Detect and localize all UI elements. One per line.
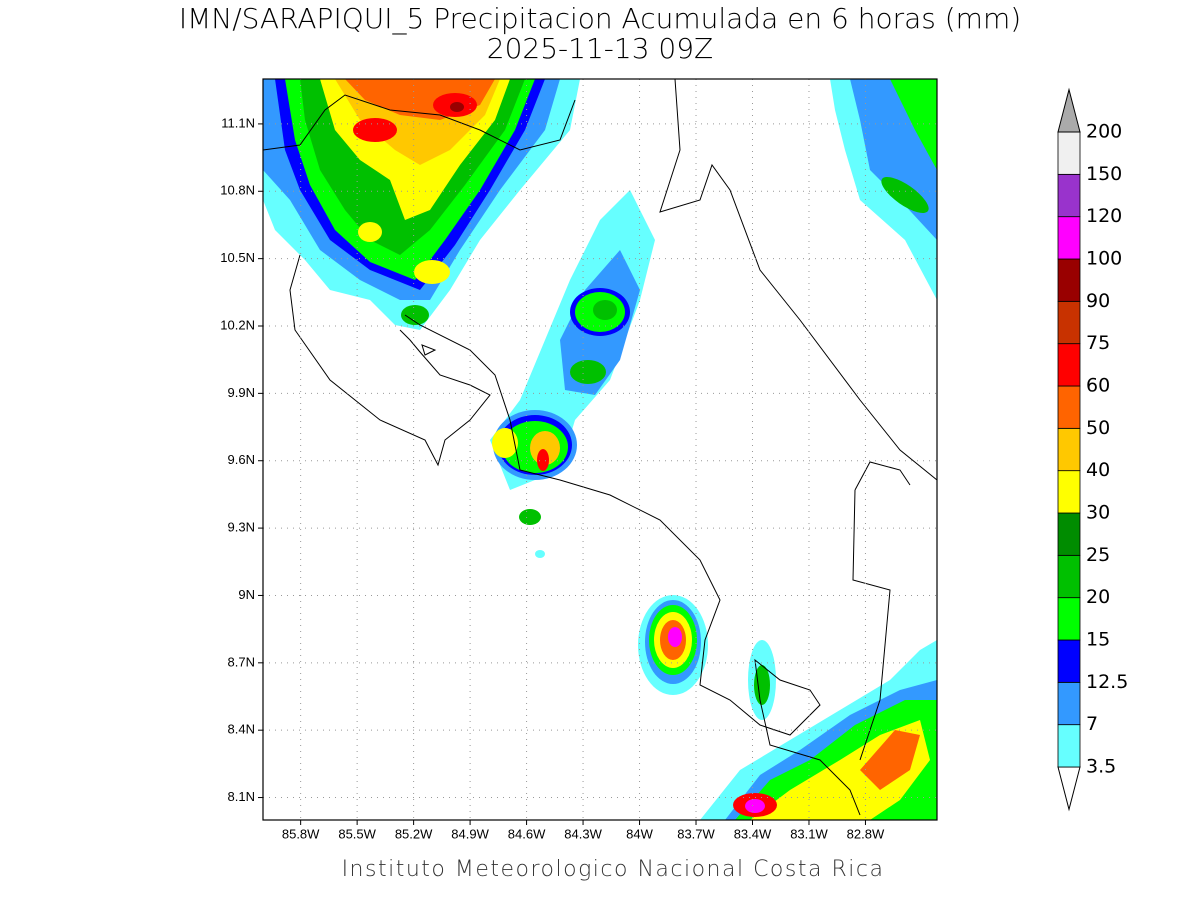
x-tick-label: 84.3W (564, 826, 602, 841)
colorbar-label: 30 (1086, 502, 1110, 524)
y-tick-label: 8.1N (228, 789, 255, 804)
footer: Instituto Meteorologico Nacional Costa R… (342, 857, 885, 882)
y-tick-label: 10.8N (220, 183, 255, 198)
colorbar-label: 40 (1086, 459, 1110, 481)
colorbar-band (1057, 258, 1081, 302)
x-tick-label: 85.5W (338, 826, 376, 841)
colorbar-band (1057, 639, 1081, 683)
colorbar-over (1057, 87, 1081, 133)
colorbar-label: 12.5 (1086, 671, 1128, 693)
colorbar-label: 75 (1086, 332, 1110, 354)
y-tick-label: 8.4N (228, 722, 255, 737)
y-tick-label: 9.6N (228, 452, 255, 467)
y-tick-label: 9.3N (228, 520, 255, 535)
x-tick-label: 84.6W (508, 826, 546, 841)
x-tick-label: 84W (626, 826, 653, 841)
colorbar-band (1057, 216, 1081, 260)
colorbar-label: 120 (1086, 205, 1122, 227)
colorbar-label: 25 (1086, 544, 1110, 566)
colorbar-band (1057, 512, 1081, 556)
map-frame (262, 78, 938, 821)
colorbar-band (1057, 681, 1081, 726)
colorbar-under (1057, 766, 1081, 812)
subtitle: 2025-11-13 09Z (487, 32, 713, 65)
axes: 85.8W 85.5W 85.2W 84.9W 84.6W 84.3W 84W 83.7W 83… (220, 79, 937, 841)
colorbar-band (1057, 724, 1081, 768)
y-tick-label: 8.7N (228, 654, 255, 669)
y-tick-label: 10.2N (220, 317, 255, 332)
colorbar-label: 20 (1086, 586, 1110, 608)
colorbar-band (1057, 427, 1081, 472)
colorbar-label: 50 (1086, 417, 1110, 439)
colorbar-band (1057, 173, 1081, 218)
colorbar-band (1057, 554, 1081, 599)
y-tick-label: 10.5N (220, 250, 255, 265)
x-tick-label: 85.2W (395, 826, 433, 841)
title: IMN/SARAPIQUI_5 Precipitacion Acumulada … (179, 2, 1021, 36)
y-tick-label: 11.1N (221, 115, 255, 130)
colorbar-band (1057, 131, 1081, 175)
y-tick-label: 9.9N (228, 385, 255, 400)
y-tick-label: 9N (238, 587, 255, 602)
colorbar-label: 7 (1086, 713, 1098, 735)
colorbar-band (1057, 343, 1081, 387)
colorbar-band (1057, 470, 1081, 514)
x-tick-label: 83.4W (734, 826, 772, 841)
precipitation-field (263, 79, 937, 820)
x-tick-label: 83.7W (677, 826, 715, 841)
x-tick-label: 85.8W (282, 826, 320, 841)
colorbar-label: 90 (1086, 290, 1110, 312)
colorbar-label: 15 (1086, 629, 1110, 651)
colorbar-band (1057, 385, 1081, 429)
colorbar-label: 200 (1086, 121, 1122, 143)
x-tick-label: 84.9W (451, 826, 489, 841)
colorbar-label: 3.5 (1086, 756, 1116, 778)
x-tick-label: 82.8W (847, 826, 885, 841)
coastlines (262, 78, 938, 816)
colorbar-band (1057, 597, 1081, 641)
x-tick-label: 83.1W (790, 826, 828, 841)
colorbar-label: 100 (1086, 248, 1122, 270)
colorbar-label: 60 (1086, 375, 1110, 397)
colorbar-label: 150 (1086, 163, 1122, 185)
colorbar: 3.5 7 12.5 15 20 25 30 40 50 60 75 90 100 120 150 200 (1057, 87, 1128, 812)
colorbar-band (1057, 300, 1081, 345)
